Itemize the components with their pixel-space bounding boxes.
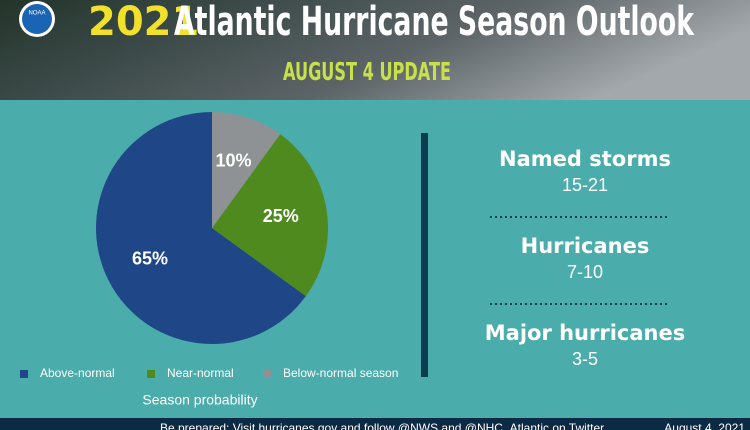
title: Atlantic Hurricane Season Outlook bbox=[174, 0, 695, 45]
pie-slice bbox=[96, 112, 306, 344]
pie-slice bbox=[212, 112, 281, 228]
legend-label: Below-normal season bbox=[283, 366, 398, 380]
stat-label: Major hurricanes bbox=[485, 321, 685, 345]
legend-swatch bbox=[263, 370, 271, 378]
stat-value: 7-10 bbox=[567, 262, 603, 282]
header-background bbox=[0, 0, 750, 100]
stat-value: 15-21 bbox=[562, 175, 608, 195]
footer-date: August 4, 2021 bbox=[664, 421, 745, 430]
stat-label: Hurricanes bbox=[521, 234, 650, 258]
legend-label: Above-normal bbox=[40, 366, 115, 380]
stat-label: Named storms bbox=[499, 147, 671, 171]
pie-slice bbox=[212, 134, 328, 297]
logo-text: NOAA bbox=[28, 11, 45, 17]
legend-swatch bbox=[20, 370, 28, 378]
legend-title: Season probability bbox=[142, 392, 257, 408]
divider bbox=[421, 133, 428, 377]
legend-label: Near-normal bbox=[167, 366, 234, 380]
subtitle: AUGUST 4 UPDATE bbox=[283, 57, 451, 86]
title-year: 2021 bbox=[88, 0, 199, 45]
stat-value: 3-5 bbox=[572, 349, 598, 369]
slice-label: 25% bbox=[263, 206, 299, 226]
logo-inner bbox=[22, 4, 52, 34]
slice-label: 10% bbox=[215, 151, 251, 171]
footer-background bbox=[0, 418, 750, 430]
legend-swatch bbox=[147, 370, 155, 378]
slice-label: 65% bbox=[132, 248, 168, 268]
footer-text: Be prepared: Visit hurricanes.gov and fo… bbox=[160, 421, 607, 430]
